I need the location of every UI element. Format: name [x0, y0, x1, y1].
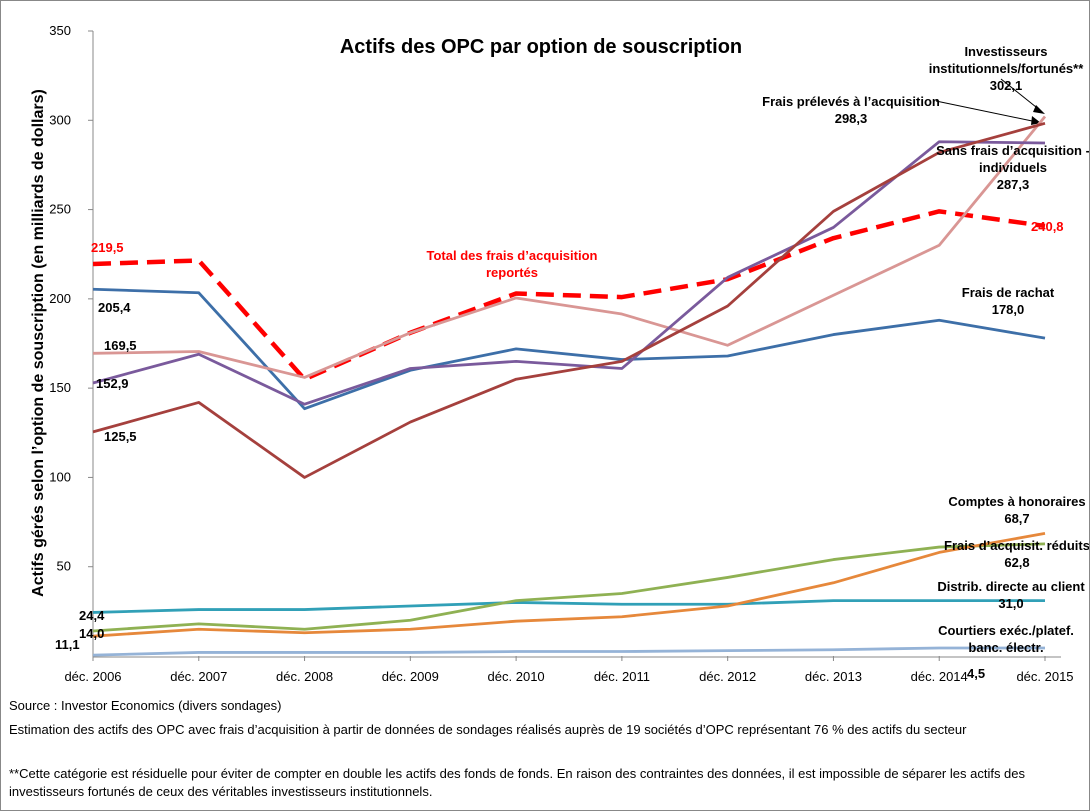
- series-label: Investisseurs institutionnels/fortunés**…: [911, 43, 1089, 94]
- value-label-text: 11,1: [55, 637, 80, 652]
- x-tick-label: déc. 2008: [276, 669, 333, 684]
- series-name: Frais prélevés à l’acquisition: [762, 94, 940, 109]
- value-label-text: 14,0: [79, 626, 105, 641]
- note-text: Source : Investor Economics (divers sond…: [9, 698, 282, 713]
- value-label-text: 24,4: [79, 608, 105, 623]
- y-tick-label: 150: [49, 380, 71, 395]
- value-label: 125,5: [104, 428, 137, 445]
- value-label-text: 240,8: [1031, 219, 1064, 234]
- x-tick-label: déc. 2010: [488, 669, 545, 684]
- x-tick-label: déc. 2014: [911, 669, 968, 684]
- y-tick-label: 100: [49, 469, 71, 484]
- value-label-text: 169,5: [104, 338, 137, 353]
- series-name: Distrib. directe au client: [937, 579, 1085, 594]
- note: Estimation des actifs des OPC avec frais…: [9, 721, 1049, 739]
- x-tick-label: déc. 2007: [170, 669, 227, 684]
- note-text: **Cette catégorie est résiduelle pour év…: [9, 766, 1026, 799]
- value-label: 11,1: [55, 636, 80, 653]
- series-name: Total des frais d’acquisition reportés: [426, 248, 598, 280]
- series-name: Frais d’acquisit. réduits: [944, 538, 1090, 553]
- value-label: 152,9: [96, 375, 129, 392]
- series-line: [92, 209, 1046, 382]
- value-label: 205,4: [98, 299, 131, 316]
- value-label: 14,0: [79, 625, 104, 642]
- series-label: Sans frais d’acquisition - individuels 28…: [913, 142, 1090, 193]
- x-tick-label: déc. 2006: [64, 669, 121, 684]
- y-tick-label: 200: [49, 291, 71, 306]
- y-tick-label: 300: [49, 112, 71, 127]
- y-tick-label: 350: [49, 23, 71, 38]
- value-label: 219,5: [91, 239, 124, 256]
- series-line: [92, 140, 1046, 406]
- chart-title: Actifs des OPC par option de souscriptio…: [340, 36, 742, 58]
- series-name: Frais de rachat: [961, 285, 1055, 300]
- series-label: Distrib. directe au client 31,0: [931, 578, 1089, 612]
- series-label: Frais prélevés à l’acquisition 298,3: [751, 93, 951, 127]
- value-label: 287,3: [996, 177, 1030, 192]
- series-name: Courtiers exéc./platef. banc. électr.: [938, 623, 1074, 655]
- value-label: 68,7: [1004, 511, 1030, 526]
- y-axis-label: Actifs gérés selon l’option de souscript…: [30, 89, 47, 597]
- value-label-text: 205,4: [98, 300, 131, 315]
- value-label: 302,1: [989, 78, 1023, 93]
- note: Source : Investor Economics (divers sond…: [9, 697, 1049, 715]
- value-label-text: 152,9: [96, 376, 129, 391]
- value-label: 178,0: [991, 302, 1025, 317]
- value-label: 62,8: [1004, 555, 1030, 570]
- value-label-text: 125,5: [104, 429, 137, 444]
- arrow-head: [1033, 105, 1045, 114]
- series-label: Comptes à honoraires 68,7: [932, 493, 1089, 527]
- value-label-text: 219,5: [91, 240, 124, 255]
- value-label: 169,5: [104, 337, 137, 354]
- x-tick-label: déc. 2015: [1016, 669, 1073, 684]
- series-line: [92, 287, 1046, 411]
- series-line: [92, 542, 1046, 633]
- value-label: 240,8: [1031, 218, 1064, 235]
- note: **Cette catégorie est résiduelle pour év…: [9, 765, 1049, 801]
- series-label: Frais d’acquisit. réduits 62,8: [932, 537, 1090, 571]
- x-tick-label: déc. 2009: [382, 669, 439, 684]
- x-tick-label: déc. 2011: [594, 669, 650, 684]
- series-label: Courtiers exéc./platef. banc. électr.: [926, 622, 1086, 656]
- y-tick-label: 50: [57, 559, 71, 574]
- value-label: 298,3: [834, 111, 868, 126]
- arrow: [935, 100, 1038, 123]
- series-line: [92, 121, 1046, 479]
- series-line: [92, 115, 1047, 379]
- x-tick-label: déc. 2012: [699, 669, 756, 684]
- series-label: Total des frais d’acquisition reportés: [412, 247, 612, 281]
- chart: Actifs des OPC par option de souscriptio…: [30, 23, 1074, 684]
- y-tick-label: 250: [49, 202, 71, 217]
- value-label-text: 4,5: [967, 666, 986, 681]
- series-name: Comptes à honoraires: [948, 494, 1086, 509]
- arrow: [1000, 78, 1042, 112]
- x-tick-label: déc. 2013: [805, 669, 862, 684]
- series-line: [92, 646, 1045, 657]
- series-name: Investisseurs institutionnels/fortunés**: [928, 44, 1084, 76]
- series-label: Frais de rachat 178,0: [918, 284, 1089, 318]
- value-label: 31,0: [998, 596, 1024, 611]
- note-text: Estimation des actifs des OPC avec frais…: [9, 722, 967, 737]
- series-line: [92, 599, 1045, 614]
- value-label: 24,4: [79, 607, 104, 624]
- value-label: 4,5: [967, 665, 985, 682]
- series-name: Sans frais d’acquisition - individuels: [936, 143, 1090, 175]
- series-line: [92, 531, 1046, 638]
